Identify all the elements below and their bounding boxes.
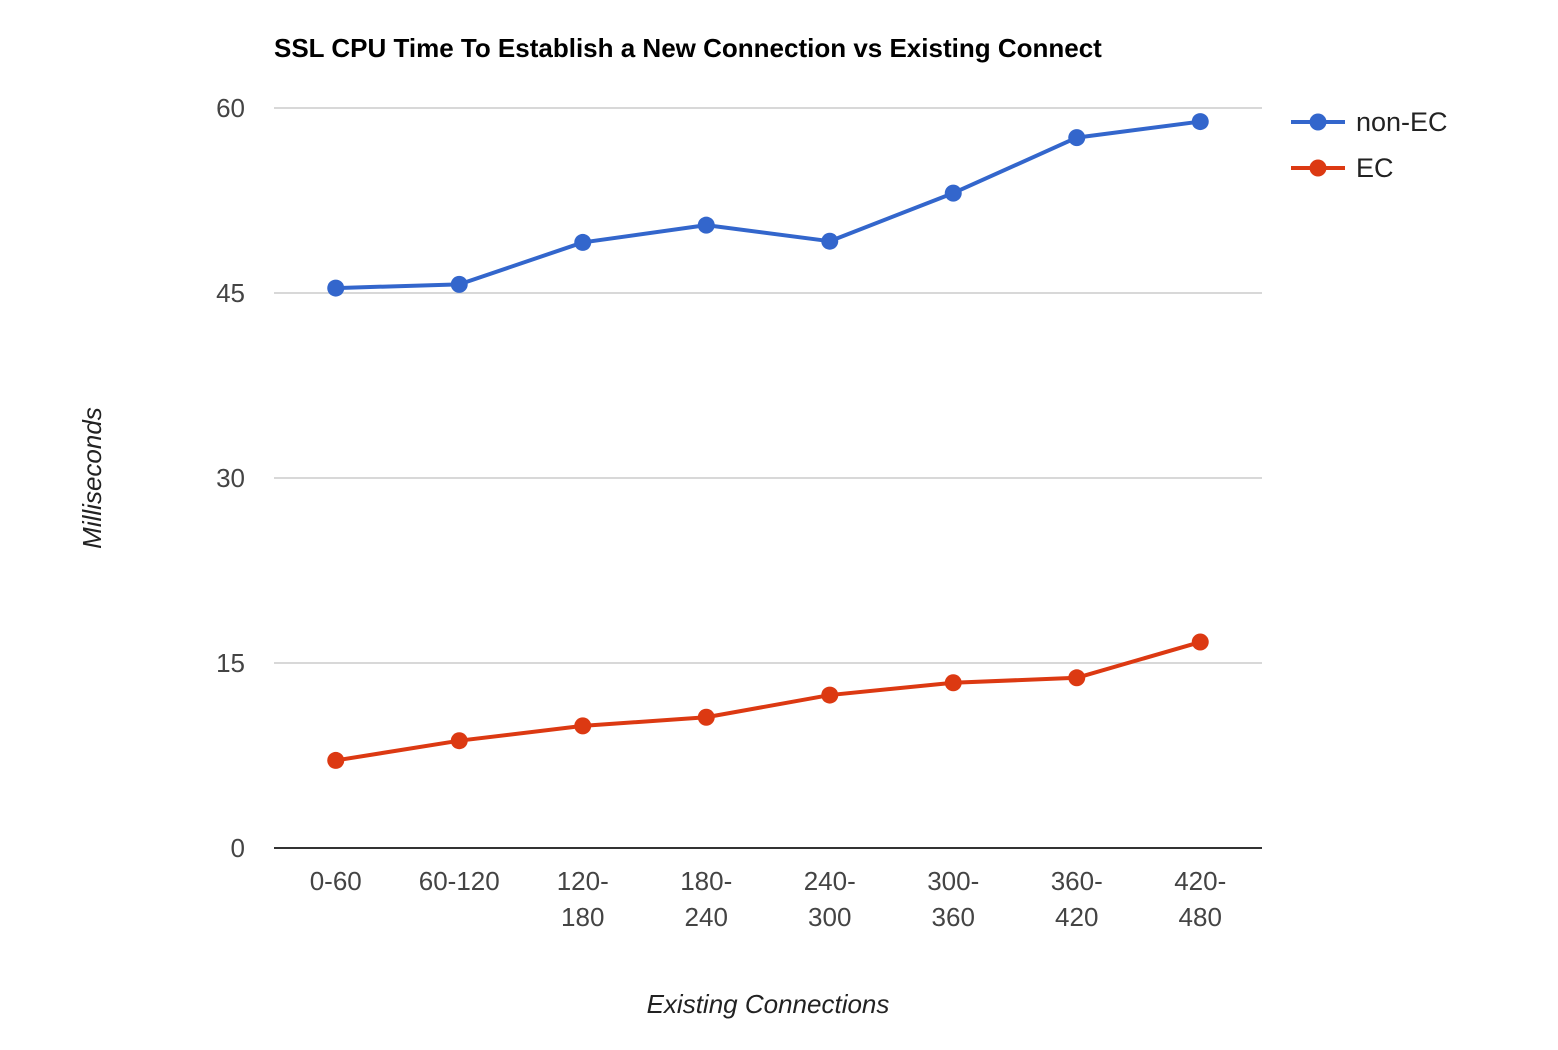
- x-tick-label: 120-180: [557, 866, 609, 932]
- data-point-non-ec[interactable]: [1068, 129, 1086, 147]
- data-point-non-ec[interactable]: [944, 184, 962, 202]
- data-point-ec[interactable]: [327, 751, 345, 769]
- y-axis-title: Milliseconds: [77, 407, 107, 549]
- x-axis-title: Existing Connections: [647, 989, 890, 1019]
- x-tick-label: 60-120: [419, 866, 500, 896]
- x-tick-label: 180-240: [680, 866, 732, 932]
- legend-marker-non-ec: [1309, 113, 1327, 131]
- x-tick-label: 300-360: [927, 866, 979, 932]
- x-tick-label: 360-420: [1051, 866, 1103, 932]
- data-point-non-ec[interactable]: [327, 279, 345, 297]
- y-tick-label: 45: [216, 278, 245, 308]
- x-tick-label: 420-480: [1174, 866, 1226, 932]
- data-point-ec[interactable]: [944, 674, 962, 692]
- series-line-non-ec: [335, 119, 1201, 291]
- legend-label-non-ec: non-EC: [1356, 107, 1448, 137]
- y-tick-label: 0: [231, 833, 245, 863]
- data-point-ec[interactable]: [697, 708, 715, 726]
- data-point-ec[interactable]: [574, 717, 592, 735]
- x-axis-ticks: 0-60 60-120 120-180 180-240 240-300 300-360 36…: [310, 866, 1227, 932]
- legend-item-non-ec[interactable]: non-EC: [1291, 107, 1448, 137]
- legend-label-ec: EC: [1356, 153, 1394, 183]
- data-point-non-ec[interactable]: [821, 232, 839, 250]
- data-point-ec[interactable]: [821, 686, 839, 704]
- legend-marker-ec: [1309, 159, 1327, 177]
- series-line-ec: [335, 640, 1201, 763]
- y-tick-label: 30: [216, 463, 245, 493]
- y-tick-label: 60: [216, 93, 245, 123]
- series: [327, 113, 1209, 769]
- legend[interactable]: non-EC EC: [1291, 107, 1448, 183]
- data-point-ec[interactable]: [450, 732, 468, 750]
- data-point-non-ec[interactable]: [450, 275, 468, 293]
- legend-item-ec[interactable]: EC: [1291, 153, 1394, 183]
- data-point-non-ec[interactable]: [574, 233, 592, 251]
- gridlines: [274, 107, 1262, 849]
- y-axis-ticks: 0 15 30 45 60: [216, 93, 245, 863]
- data-point-ec[interactable]: [1068, 669, 1086, 687]
- x-tick-label: 240-300: [804, 866, 856, 932]
- data-point-ec[interactable]: [1191, 633, 1209, 651]
- data-point-non-ec[interactable]: [697, 216, 715, 234]
- chart-title: SSL CPU Time To Establish a New Connecti…: [274, 33, 1102, 63]
- data-point-non-ec[interactable]: [1191, 113, 1209, 131]
- y-tick-label: 15: [216, 648, 245, 678]
- x-tick-label: 0-60: [310, 866, 362, 896]
